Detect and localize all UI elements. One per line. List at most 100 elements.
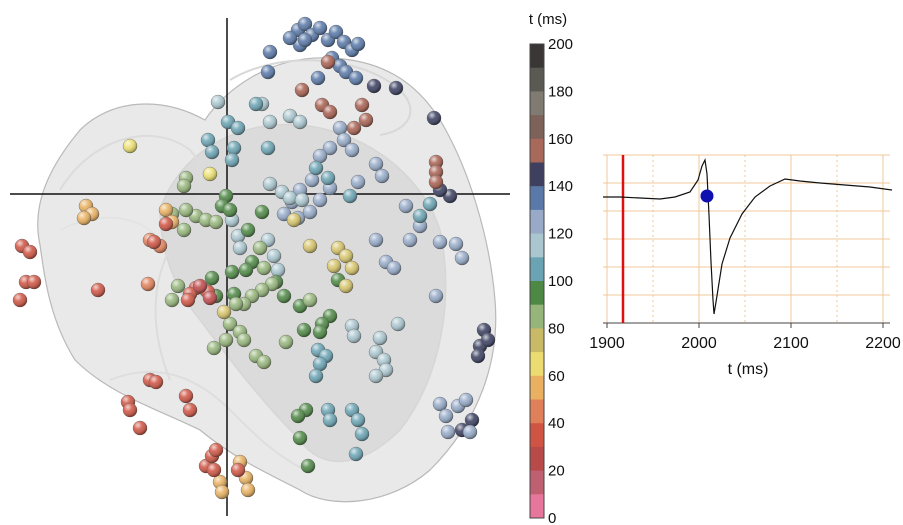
electrode-sphere <box>358 112 374 128</box>
colorbar-swatch <box>530 494 544 519</box>
colorbar-tick-label: 60 <box>548 368 565 385</box>
colorbar-swatch <box>530 375 544 400</box>
electrode-sphere <box>214 484 230 500</box>
signal-trace <box>603 158 893 315</box>
electrode-sphere <box>176 222 192 238</box>
electrode-sphere <box>204 270 220 286</box>
electrode-sphere <box>412 218 428 234</box>
colorbar-tick-label: 120 <box>548 226 573 243</box>
colorbar-swatch <box>530 446 544 471</box>
electrode-sphere <box>322 412 338 428</box>
electrode-sphere <box>206 462 222 478</box>
colorbar-swatch <box>530 470 544 495</box>
electrode-sphere <box>302 292 318 308</box>
electrode-sphere <box>218 332 234 348</box>
electrode-sphere <box>122 138 138 154</box>
electrode-sphere <box>322 140 338 156</box>
colorbar-swatch <box>530 328 544 353</box>
electrode-sphere <box>422 196 438 212</box>
electrode-sphere <box>146 234 162 250</box>
electrode-sphere <box>350 174 366 190</box>
electrode-sphere <box>346 120 362 136</box>
electrode-sphere <box>344 260 360 276</box>
electrode-sphere <box>204 144 220 160</box>
colorbar-swatch <box>530 304 544 329</box>
colorbar-swatch <box>530 186 544 211</box>
electrode-sphere <box>426 110 442 126</box>
electrode-sphere <box>312 324 328 340</box>
electrode-sphere <box>256 260 272 276</box>
electrode-sphere <box>312 148 328 164</box>
colorbar-tick-label: 180 <box>548 83 573 100</box>
electrode-sphere <box>210 94 226 110</box>
electrode-sphere <box>260 64 276 80</box>
electrode-sphere <box>462 424 478 440</box>
electrode-sphere <box>297 32 313 48</box>
electrode-sphere <box>344 142 360 158</box>
electrode-sphere <box>90 282 106 298</box>
electrode-sphere <box>182 402 198 418</box>
electrode-sphere <box>296 322 312 338</box>
electrode-sphere <box>438 408 454 424</box>
electrode-sphere <box>348 446 364 462</box>
electrode-sphere <box>388 80 404 96</box>
colorbar-swatch <box>530 44 544 69</box>
electrode-sphere <box>402 232 418 248</box>
electrode-sphere <box>368 232 384 248</box>
electrode-sphere <box>386 260 402 276</box>
electrode-sphere <box>278 334 294 350</box>
electrode-sphere <box>428 288 444 304</box>
electrode-sphere <box>428 174 444 190</box>
electrode-sphere <box>248 96 264 112</box>
electrode-sphere <box>22 244 38 260</box>
trace-x-tick-labels: 1900 2000 2100 2200 <box>589 323 901 352</box>
electrode-sphere <box>170 278 186 294</box>
electrode-sphere <box>366 78 382 94</box>
electrode-sphere <box>326 258 342 274</box>
electrode-sphere <box>222 202 238 218</box>
electrode-sphere <box>76 210 92 226</box>
electrode-sphere <box>308 368 324 384</box>
colorbar-swatch <box>530 352 544 377</box>
electrode-sphere <box>350 412 366 428</box>
electrode-sphere <box>224 264 240 280</box>
electrode-sphere <box>228 296 244 312</box>
colorbar-swatch <box>530 67 544 92</box>
electrode-sphere <box>132 420 148 436</box>
electrode-sphere <box>470 348 486 364</box>
colorbar-tick-label: 100 <box>548 273 573 290</box>
electrode-sphere <box>312 192 328 208</box>
electrode-sphere <box>202 166 218 182</box>
electrode-sphere <box>354 426 370 442</box>
electrode-sphere <box>266 248 282 264</box>
colorbar-swatch <box>530 209 544 234</box>
trace-tick-label: 2000 <box>681 335 717 352</box>
colorbar-swatch <box>530 91 544 116</box>
colorbar-tick-label: 0 <box>548 510 556 525</box>
electrode-sphere <box>176 178 192 194</box>
electrode-sphere <box>348 70 364 86</box>
electrode-sphere <box>216 304 232 320</box>
electrode-sphere <box>398 198 414 214</box>
electrode-sphere <box>294 192 310 208</box>
electrode-sphere <box>286 212 302 228</box>
trace-tick-label: 1900 <box>589 335 625 352</box>
electrode-sphere <box>158 216 174 232</box>
electrode-sphere <box>350 36 366 52</box>
electrode-sphere <box>440 424 456 440</box>
colorbar-tick-label: 20 <box>548 463 565 480</box>
trace-tick-label: 2200 <box>865 335 901 352</box>
colorbar-tick-label: 200 <box>548 36 573 53</box>
electrode-sphere <box>222 316 238 332</box>
electrode-sphere <box>262 176 278 192</box>
electrode-sphere <box>454 250 470 266</box>
electrode-sphere <box>310 70 326 86</box>
electrode-sphere <box>254 204 270 220</box>
trace-grid <box>603 154 890 324</box>
electrode-sphere <box>368 156 384 172</box>
electrode-sphere <box>300 458 316 474</box>
electrode-sphere <box>302 238 318 254</box>
electrode-sphere <box>338 248 354 264</box>
electrode-sphere <box>252 240 268 256</box>
